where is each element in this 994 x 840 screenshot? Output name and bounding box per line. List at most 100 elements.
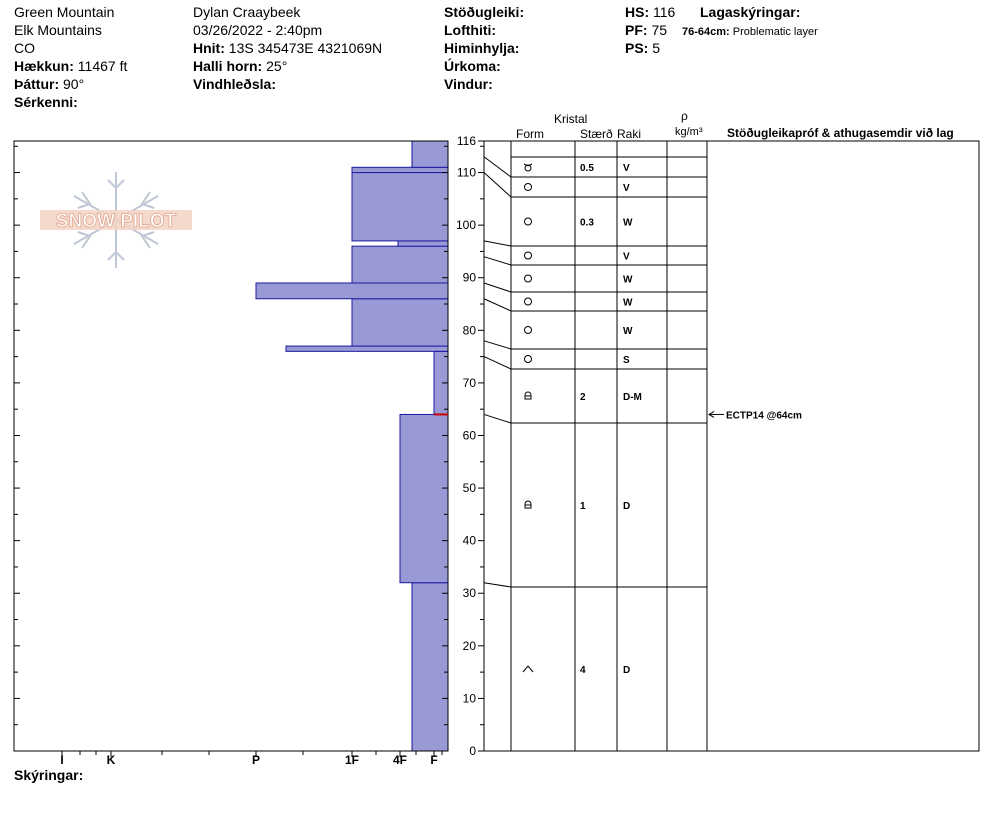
wind-label: Vindur:	[444, 76, 493, 92]
wind-loading-label: Vindhleðsla:	[193, 76, 276, 92]
layer-connector	[483, 156, 512, 178]
depth-hoar-icon	[522, 665, 534, 673]
coords-value: 13S 345473E 4321069N	[228, 40, 383, 56]
air-temp-label: Lofthiti:	[444, 22, 497, 38]
hardness-bar	[255, 282, 449, 300]
crystal-header: Kristal	[554, 112, 588, 126]
pf-label: PF:	[625, 22, 648, 38]
ps-value: 5	[652, 40, 661, 56]
datetime: 03/26/2022 - 2:40pm	[193, 22, 323, 38]
hardness-bar	[399, 413, 449, 584]
elevation: Hækkun: 11467 ft	[14, 58, 127, 74]
grain-size-cell: 2	[580, 392, 586, 403]
hardness-axis-label: F	[430, 753, 437, 767]
table-frame	[483, 140, 980, 752]
decomposing-fragments-icon	[523, 163, 533, 167]
hardness-bar	[351, 166, 449, 174]
ps-label: PS:	[625, 40, 649, 56]
test-arrow-head	[708, 411, 715, 418]
moisture-cell: W	[623, 298, 633, 309]
tests-header: Stöðugleikapróf & athugasemdir við lag	[727, 126, 954, 140]
depth-tick-label: 50	[463, 481, 477, 495]
depth-tick-label: 116	[457, 134, 476, 148]
hardness-axis-label: 4F	[393, 753, 407, 767]
hardness-axis-label: K	[107, 753, 116, 767]
stability-label: Stöðugleiki:	[444, 4, 525, 20]
layer-notes-label: Lagaskýringar:	[700, 4, 801, 20]
hardness-bar	[351, 245, 449, 284]
hardness-bar	[351, 298, 449, 347]
snowpilot-logo: SNOW PILOT	[40, 172, 192, 268]
size-header: Stærð	[580, 127, 613, 141]
layer-connector	[483, 298, 512, 312]
location: Green Mountain	[14, 4, 115, 20]
moisture-header: Raki	[617, 127, 642, 141]
pf-value: 75	[651, 22, 668, 38]
depth-tick-label: 110	[457, 166, 476, 180]
depth-tick-label: 60	[463, 428, 477, 442]
sky-label: Himinhylja:	[444, 40, 520, 56]
layer-note-text: Problematic layer	[732, 26, 818, 38]
hardness-bar	[285, 345, 449, 352]
mountain-range: Elk Mountains	[14, 22, 102, 38]
layer-note: 76-64cm: Problematic layer	[682, 24, 818, 40]
ps: PS: 5	[625, 40, 660, 56]
aspect-label: Þáttur:	[14, 76, 60, 92]
form-header: Form	[516, 127, 544, 141]
grain-size-cell: 1	[580, 501, 586, 512]
moisture-cell: D	[623, 665, 630, 676]
grain-size-cell: 4	[580, 665, 586, 676]
depth-tick-label: 100	[456, 218, 476, 232]
moisture-cell: W	[623, 218, 633, 229]
hardness-axis-label: I	[60, 753, 63, 767]
moisture-cell: V	[623, 183, 630, 194]
hs-value: 116	[653, 4, 676, 20]
moisture-cell: D	[623, 501, 630, 512]
depth-tick-label: 90	[463, 271, 477, 285]
rounded-grain-icon	[524, 297, 532, 306]
slope-value: 25°	[266, 58, 288, 74]
depth-tick-label: 80	[463, 323, 477, 337]
layer-connector	[483, 340, 512, 350]
layer-connector	[483, 240, 512, 247]
depth-tick-label: 20	[463, 639, 477, 653]
aspect-value: 90°	[63, 76, 85, 92]
rho-header: ρ	[681, 109, 688, 123]
hardness-bar	[411, 140, 449, 168]
rounded-grain-icon	[524, 217, 532, 226]
hs-label: HS:	[625, 4, 650, 20]
density-unit-header: kg/m³	[675, 126, 703, 138]
layer-connector	[483, 282, 512, 293]
moisture-cell: D-M	[623, 392, 642, 403]
moisture-cell: V	[623, 163, 630, 174]
rounding-faceted-icon	[524, 500, 532, 509]
hs: HS: 116	[625, 4, 675, 20]
legend-label: Skýringar:	[14, 767, 84, 783]
layer-connector	[483, 256, 512, 266]
decomposing-fragments-icon	[524, 164, 532, 172]
coordinates: Hnit: 13S 345473E 4321069N	[193, 40, 382, 56]
depth-tick-label: 10	[463, 691, 477, 705]
rounded-grain-icon	[524, 355, 532, 363]
coords-label: Hnit:	[193, 40, 225, 56]
rounded-grain-icon	[524, 326, 532, 334]
grain-size-cell: 0.3	[580, 218, 594, 229]
rounding-faceted-icon	[524, 391, 532, 400]
layer-connector	[483, 582, 512, 588]
plot-frame	[13, 140, 449, 752]
elevation-value: 11467 ft	[77, 58, 128, 74]
hardness-bar	[351, 172, 449, 242]
layer-connector	[483, 413, 512, 424]
precip-label: Úrkoma:	[444, 58, 501, 74]
slope-angle: Halli horn: 25°	[193, 58, 287, 74]
layer-connector	[483, 172, 512, 198]
state: CO	[14, 40, 35, 56]
depth-tick-label: 30	[463, 586, 477, 600]
pf: PF: 75	[625, 22, 667, 38]
moisture-cell: W	[623, 326, 633, 337]
depth-tick-label: 0	[469, 744, 476, 758]
moisture-cell: W	[623, 275, 633, 286]
aspect: Þáttur: 90°	[14, 76, 84, 92]
depth-tick-label: 70	[463, 376, 477, 390]
